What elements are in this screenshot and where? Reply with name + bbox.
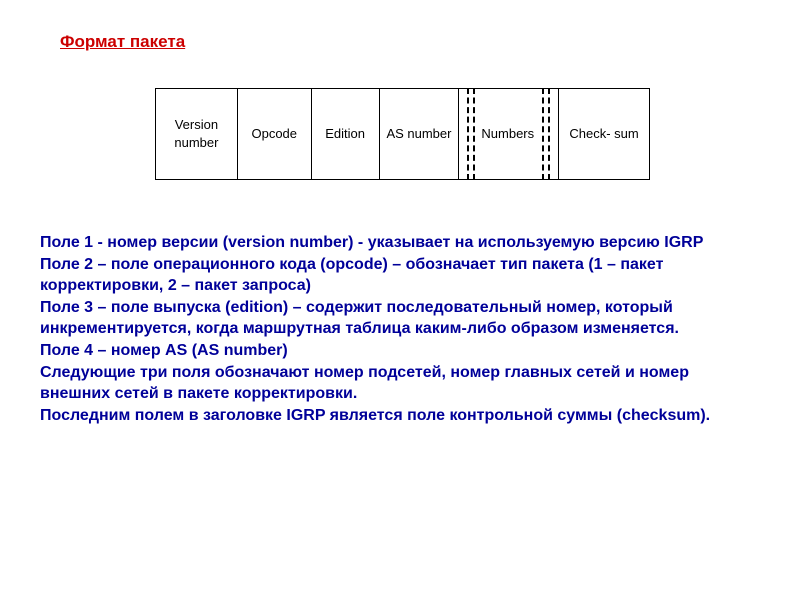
dash-divider — [467, 88, 469, 180]
desc-field-2: Поле 2 – поле операционного кода (opcode… — [40, 254, 760, 297]
desc-field-5: Следующие три поля обозначают номер подс… — [40, 362, 760, 405]
field-edition: Edition — [312, 89, 380, 179]
title: Формат пакета — [60, 32, 185, 52]
dash-divider — [473, 88, 475, 180]
desc-field-4: Поле 4 – номер AS (AS number) — [40, 340, 760, 362]
desc-field-1: Поле 1 - номер версии (version number) -… — [40, 232, 760, 254]
dash-divider — [548, 88, 550, 180]
field-checksum: Check- sum — [559, 89, 649, 179]
field-numbers-label: Numbers — [481, 125, 534, 143]
packet-diagram: Version number Opcode Edition AS number … — [155, 88, 650, 180]
description-block: Поле 1 - номер версии (version number) -… — [40, 232, 760, 426]
field-numbers: Numbers — [459, 89, 559, 179]
dash-divider — [542, 88, 544, 180]
packet-fields-row: Version number Opcode Edition AS number … — [155, 88, 650, 180]
field-opcode: Opcode — [238, 89, 312, 179]
desc-field-6: Последним полем в заголовке IGRP являетс… — [40, 405, 760, 427]
field-version-number: Version number — [156, 89, 238, 179]
field-as-number: AS number — [380, 89, 460, 179]
desc-field-3: Поле 3 – поле выпуска (edition) – содерж… — [40, 297, 760, 340]
